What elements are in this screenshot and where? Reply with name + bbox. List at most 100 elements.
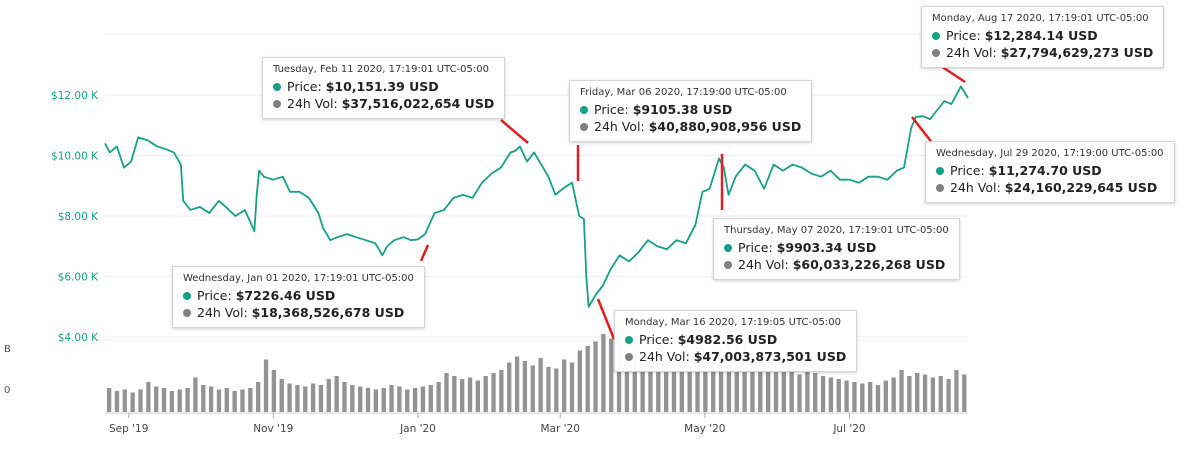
x-tick-label: Jul '20 (832, 423, 865, 435)
volume-bar (860, 383, 865, 412)
price-dot-icon (724, 244, 732, 252)
volume-bar (624, 355, 630, 412)
volume-bar (295, 385, 300, 412)
volume-bar (499, 370, 504, 412)
tooltip: Friday, Mar 06 2020, 17:19:00 UTC-05:00 P… (569, 80, 813, 142)
volume-bar (773, 364, 779, 412)
tooltip-volume-row: 24h Vol: $47,003,873,501 USD (625, 348, 846, 365)
volume-bar (106, 388, 112, 412)
volume-bar (169, 391, 175, 412)
y-tick-label: $8.00 K (58, 211, 99, 223)
volume-bar (648, 365, 653, 412)
tooltip-volume-value: $24,160,229,645 USD (1004, 180, 1158, 195)
volume-bar (334, 376, 339, 412)
volume-bar (444, 373, 449, 412)
tooltip-volume-label: 24h Vol: (738, 257, 789, 272)
volume-bar (271, 370, 277, 412)
volume-bar (507, 362, 512, 412)
volume-bar (452, 376, 457, 412)
volume-bar (232, 391, 237, 412)
volume-bar (154, 386, 159, 412)
volume-bar (703, 358, 708, 412)
x-tick-label: May '20 (684, 423, 725, 435)
tooltip-price-value: $4982.56 USD (677, 332, 778, 347)
tooltip-date: Tuesday, Feb 11 2020, 17:19:01 UTC-05:00 (273, 64, 489, 75)
tooltip: Wednesday, Jul 29 2020, 17:19:00 UTC-05:… (925, 141, 1175, 203)
volume-bar (146, 382, 151, 412)
volume-bar (397, 386, 402, 412)
price-dot-icon (183, 292, 191, 300)
tooltip-price-label: Price: (738, 240, 773, 255)
volume-bar (538, 358, 543, 412)
volume-bar (554, 368, 559, 412)
volume-bar (922, 374, 928, 412)
volume-dot-icon (724, 261, 732, 269)
volume-bar (656, 362, 661, 412)
volume-bar (350, 385, 355, 412)
volume-bar (224, 388, 229, 412)
volume-dot-icon (580, 123, 588, 131)
volume-bar (381, 388, 386, 412)
tooltip-volume-value: $37,516,022,654 USD (341, 96, 495, 111)
y-tick-label: $10.00 K (51, 151, 99, 163)
volume-bar (122, 389, 127, 412)
volume-bar (781, 367, 786, 412)
volume-bar (342, 382, 347, 412)
volume-bar (585, 346, 590, 412)
volume-bar (522, 361, 528, 412)
tooltip-price-row: Price: $12,284.14 USD (932, 27, 1153, 44)
tooltip-price-value: $11,274.70 USD (988, 163, 1102, 178)
volume-dot-icon (936, 184, 944, 192)
tooltip-volume-value: $27,794,629,273 USD (1000, 45, 1154, 60)
volume-bar (310, 383, 316, 412)
volume-bar (671, 367, 677, 412)
volume-bar (679, 365, 684, 412)
volume-bar (813, 373, 818, 412)
volume-bar (514, 356, 520, 412)
x-tick-label: Nov '19 (253, 423, 293, 435)
volume-bar (742, 344, 747, 412)
price-line (104, 85, 969, 308)
volume-bar (632, 359, 637, 412)
volume-bar (358, 386, 363, 412)
tooltip: Monday, Aug 17 2020, 17:19:01 UTC-05:00 P… (921, 6, 1165, 68)
tooltip-marker-line (940, 64, 966, 84)
volume-bar (907, 376, 912, 412)
tooltip-date: Thursday, May 07 2020, 17:19:01 UTC-05:0… (724, 225, 949, 236)
x-tick-label: Sep '19 (109, 423, 148, 435)
tooltip-volume-label: 24h Vol: (197, 305, 248, 320)
volume-bar (734, 340, 739, 412)
tooltip-price-row: Price: $7226.46 USD (183, 287, 414, 304)
volume-bar (946, 379, 951, 412)
volume-bar (609, 338, 614, 412)
price-dot-icon (625, 336, 633, 344)
volume-bar (287, 383, 292, 412)
x-tick-label: Jan '20 (399, 423, 436, 435)
volume-bar (765, 361, 771, 412)
volume-bar (867, 382, 873, 412)
volume-bar (601, 334, 606, 412)
tooltip-price-label: Price: (594, 102, 629, 117)
tooltip-volume-row: 24h Vol: $18,368,526,678 USD (183, 304, 414, 321)
volume-bar (695, 364, 700, 412)
price-dot-icon (936, 167, 944, 175)
volume-bar (138, 389, 143, 412)
volume-bar (130, 392, 135, 412)
volume-bar (852, 382, 857, 412)
tooltip-volume-label: 24h Vol: (287, 96, 338, 111)
volume-bar (593, 341, 598, 412)
volume-bar (256, 382, 261, 412)
volume-bar (954, 370, 959, 412)
volume-bar (663, 361, 669, 412)
volume-bar (318, 385, 324, 412)
volume-bar (875, 385, 881, 412)
y-tick-label: $12.00 K (51, 90, 99, 102)
tooltip-price-row: Price: $9105.38 USD (580, 101, 801, 118)
tooltip-price-value: $9903.34 USD (776, 240, 877, 255)
volume-bar (891, 377, 896, 412)
volume-bar (216, 389, 222, 412)
tooltip-volume-value: $18,368,526,678 USD (251, 305, 405, 320)
tooltip-date: Monday, Mar 16 2020, 17:19:05 UTC-05:00 (625, 317, 841, 328)
